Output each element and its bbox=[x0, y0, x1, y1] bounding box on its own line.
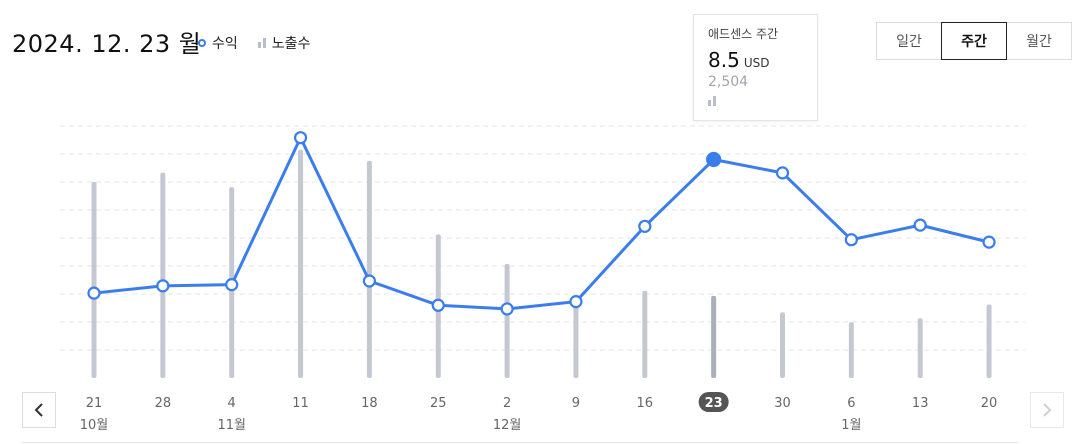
revenue-point bbox=[156, 279, 170, 293]
x-tick-label: 16 bbox=[637, 396, 654, 411]
revenue-point-selected bbox=[706, 151, 722, 168]
x-tick-label: 18 bbox=[361, 396, 378, 411]
impressions-bar bbox=[848, 322, 854, 378]
x-month-label: 10월 bbox=[80, 418, 109, 433]
x-month-label: 11월 bbox=[217, 418, 246, 433]
chevron-left-icon bbox=[34, 403, 43, 417]
chart-bottom-divider bbox=[22, 442, 1018, 443]
revenue-point bbox=[638, 219, 652, 233]
tooltip-title: 애드센스 주간 bbox=[708, 27, 779, 41]
revenue-point bbox=[362, 274, 376, 288]
impressions-bar bbox=[298, 149, 304, 378]
tooltip-impressions: 2,504 bbox=[708, 74, 749, 90]
x-tick-label: 23 bbox=[705, 396, 723, 411]
tooltip-value: 8.5 bbox=[708, 48, 740, 72]
impressions-bar bbox=[160, 172, 166, 378]
impressions-bar bbox=[642, 290, 648, 378]
revenue-point bbox=[569, 295, 583, 309]
selected-week-badge bbox=[698, 392, 729, 412]
x-tick-label: 6 bbox=[847, 396, 855, 411]
impressions-bar bbox=[780, 312, 785, 378]
tab-daily[interactable]: 일간 bbox=[876, 22, 942, 60]
revenue-point bbox=[431, 298, 445, 312]
x-tick-label: 2 bbox=[503, 396, 511, 411]
x-tick-label: 13 bbox=[912, 396, 929, 411]
x-month-label: 12월 bbox=[493, 418, 522, 433]
impressions-bar bbox=[366, 160, 372, 378]
legend-revenue[interactable]: 수익 bbox=[198, 33, 238, 53]
impressions-bar bbox=[91, 181, 97, 378]
x-tick-label: 11 bbox=[292, 396, 309, 411]
impressions-bar bbox=[917, 318, 923, 378]
revenue-point bbox=[775, 166, 790, 180]
revenue-point bbox=[293, 131, 308, 145]
impressions-bar bbox=[711, 295, 717, 378]
bar-chart-icon bbox=[708, 96, 803, 106]
x-tick-label: 28 bbox=[155, 396, 172, 411]
x-tick-label: 25 bbox=[430, 396, 447, 411]
revenue-point bbox=[844, 233, 858, 247]
impressions-bar bbox=[504, 263, 510, 378]
revenue-point bbox=[500, 302, 514, 316]
x-tick-label: 21 bbox=[86, 396, 103, 411]
x-tick-label: 4 bbox=[228, 396, 236, 411]
x-tick-label: 30 bbox=[774, 396, 791, 411]
impressions-bar bbox=[573, 303, 579, 378]
revenue-point bbox=[982, 235, 996, 249]
x-month-label: 1월 bbox=[841, 418, 861, 433]
x-tick-label: 9 bbox=[572, 396, 580, 411]
revenue-point bbox=[913, 218, 927, 232]
tab-weekly[interactable]: 주간 bbox=[941, 22, 1007, 60]
date-title: 2024. 12. 23 월 bbox=[12, 30, 202, 58]
chevron-right-icon bbox=[1043, 403, 1052, 417]
revenue-point bbox=[87, 286, 101, 300]
period-toggle: 일간 주간 월간 bbox=[876, 22, 1072, 60]
next-period-button[interactable] bbox=[1030, 392, 1064, 428]
impressions-bar bbox=[986, 304, 992, 378]
legend-revenue-label: 수익 bbox=[212, 36, 238, 52]
x-tick-label: 20 bbox=[981, 396, 998, 411]
legend-impressions[interactable]: 노출수 bbox=[257, 33, 311, 53]
chart-tooltip: 애드센스 주간 8.5 USD 2,504 bbox=[693, 14, 818, 121]
tooltip-unit: USD bbox=[743, 56, 770, 70]
legend-impressions-label: 노출수 bbox=[271, 36, 311, 52]
revenue-line bbox=[93, 136, 990, 311]
line-marker-icon bbox=[198, 39, 206, 47]
revenue-point bbox=[225, 278, 239, 292]
prev-period-button[interactable] bbox=[22, 392, 56, 428]
chart-legend: 수익 노출수 bbox=[198, 33, 310, 53]
bar-chart-icon bbox=[257, 38, 266, 48]
